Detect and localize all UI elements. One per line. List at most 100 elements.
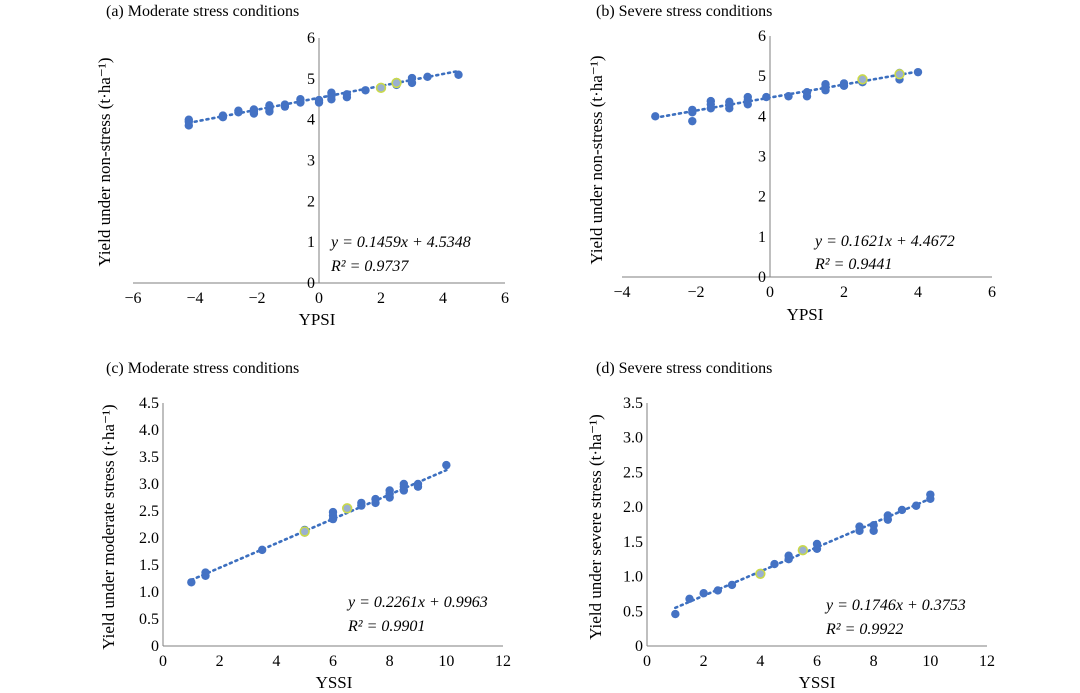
panel-d-equation: y = 0.1746x + 0.3753: [824, 597, 966, 614]
panel-b-data-point: [802, 88, 812, 97]
panel-a-data-point: [407, 73, 417, 83]
panel-c-y-tick-label: 0.5: [139, 611, 159, 628]
panel-b-data-point: [913, 67, 923, 77]
panel-b-data-point: [839, 79, 849, 88]
panel-a-data-point: [234, 106, 243, 115]
panel-d-highlight-point: [797, 544, 809, 556]
panel-d-data-point: [926, 490, 935, 499]
panel-d-y-tick-label: 1.5: [623, 534, 643, 551]
panel-b-x-tick-label: 6: [988, 284, 996, 301]
panel-d-y-tick-label: 3.5: [623, 395, 643, 412]
panel-a-y-tick-label: 1: [307, 234, 315, 251]
panel-b-x-tick-label: 4: [914, 284, 922, 301]
panel-a-y-tick-label: 0: [307, 275, 315, 292]
panel-b-data-point: [784, 92, 793, 101]
panel-c-data-point: [413, 479, 423, 489]
panel-d-r2: R² = 0.9922: [825, 621, 903, 638]
panel-c-highlight-point: [341, 503, 353, 514]
panel-b-data-point: [743, 92, 752, 102]
panel-a-equation: y = 0.1459x + 4.5348: [329, 234, 471, 251]
panel-d-data-point: [911, 501, 921, 510]
panel-b-x-tick-label: 2: [840, 284, 848, 301]
panel-c-y-tick-label: 0: [151, 638, 159, 655]
panel-a-data-point: [249, 105, 259, 114]
panel-a-data-point: [454, 70, 463, 79]
panel-d-y-tick-label: 3.0: [623, 430, 643, 447]
panel-c-x-tick-label: 8: [386, 653, 394, 670]
panel-c-data-point: [257, 545, 267, 555]
panel-b-title: (b) Severe stress conditions: [596, 3, 772, 20]
panel-c-y-tick-label: 1.5: [139, 557, 159, 574]
panel-d-data-point: [685, 594, 694, 603]
panel-c-highlight-point: [299, 526, 310, 537]
panel-b-y-tick-label: 3: [758, 149, 766, 166]
panel-d-x-tick-label: 6: [813, 653, 821, 670]
panel-a-x-tick-label: −2: [248, 290, 265, 307]
panel-c-x-tick-label: 12: [495, 653, 511, 670]
panel-c-x-tick-label: 4: [272, 653, 280, 670]
panel-d-data-point: [770, 559, 779, 569]
panel-b-x-tick-label: −2: [687, 284, 704, 301]
panel-d-x-tick-label: 8: [870, 653, 878, 670]
panel-c-y-tick-label: 2.0: [139, 530, 159, 547]
panel-d-ylabel: Yield under severe stress (t·ha⁻¹): [586, 414, 605, 640]
panel-d-x-tick-label: 10: [922, 653, 938, 670]
panel-b-equation: y = 0.1621x + 4.4672: [813, 233, 955, 250]
panel-a-data-point: [361, 86, 370, 95]
panel-c-data-point: [442, 460, 451, 470]
panel-a-y-tick-label: 5: [307, 71, 315, 88]
panel-a-data-point: [314, 95, 324, 105]
panel-d-data-point: [855, 522, 864, 531]
panel-a: (a) Moderate stress conditions YPSI Yiel…: [95, 3, 509, 329]
panel-d-title: (d) Severe stress conditions: [596, 360, 772, 377]
panel-d-x-tick-label: 12: [979, 653, 995, 670]
panel-d-y-tick-label: 0.5: [623, 603, 643, 620]
panel-b-r2: R² = 0.9441: [814, 256, 892, 273]
panel-d-data-point: [699, 589, 708, 598]
panel-c: (c) Moderate stress conditions YSSI Yiel…: [99, 360, 511, 692]
panel-d-xlabel: YSSI: [799, 673, 836, 692]
panel-b-data-point: [651, 112, 660, 121]
panel-a-trendline: [187, 69, 460, 125]
panel-a-highlight-point: [391, 77, 402, 89]
panel-b-data-point: [725, 97, 734, 107]
panel-b-ylabel: Yield under non-stress (t·ha⁻¹): [587, 55, 606, 264]
panel-c-y-tick-label: 4.0: [139, 422, 159, 439]
panel-a-data-point: [265, 101, 274, 110]
panel-a-x-tick-label: 4: [439, 290, 447, 307]
panel-d-data-point: [883, 511, 893, 520]
panel-b-data-point: [688, 105, 697, 115]
panel-d-data-point: [727, 580, 737, 590]
panel-a-xlabel: YPSI: [299, 310, 336, 329]
panel-a-data-point: [423, 72, 432, 81]
panel-c-title: (c) Moderate stress conditions: [106, 360, 299, 377]
panel-c-xlabel: YSSI: [316, 673, 353, 692]
panel-c-r2: R² = 0.9901: [347, 618, 425, 635]
panel-a-data-point: [218, 111, 228, 120]
panel-a-highlight-point: [375, 82, 387, 94]
panel-a-data-point: [327, 88, 336, 97]
panel-b-data-point: [706, 96, 715, 106]
panel-a-r2: R² = 0.9737: [330, 258, 409, 275]
panel-b: (b) Severe stress conditions YPSI Yield …: [587, 3, 996, 324]
panel-b-xlabel: YPSI: [787, 305, 824, 324]
panel-b-y-tick-label: 5: [758, 68, 766, 85]
panel-c-y-tick-label: 1.0: [139, 584, 159, 601]
panel-a-data-point: [280, 100, 290, 109]
panel-c-data-point: [357, 498, 366, 508]
panel-c-y-tick-label: 4.5: [139, 395, 159, 412]
panel-c-y-tick-label: 3.0: [139, 476, 159, 493]
panel-a-x-tick-label: 0: [315, 290, 323, 307]
panel-d-y-tick-label: 0: [635, 638, 643, 655]
panel-c-x-tick-label: 6: [329, 653, 337, 670]
panel-a-y-tick-label: 3: [307, 153, 315, 170]
panel-c-equation: y = 0.2261x + 0.9963: [346, 594, 488, 611]
panel-c-data-point: [385, 486, 394, 495]
panel-a-y-tick-label: 2: [307, 193, 315, 210]
panel-a-y-tick-label: 4: [307, 112, 315, 129]
panel-b-data-point: [688, 116, 697, 126]
panel-d-x-tick-label: 4: [756, 653, 764, 670]
panel-c-x-tick-label: 0: [159, 653, 167, 670]
panel-c-ylabel: Yield under moderate stress (t·ha⁻¹): [99, 404, 118, 649]
